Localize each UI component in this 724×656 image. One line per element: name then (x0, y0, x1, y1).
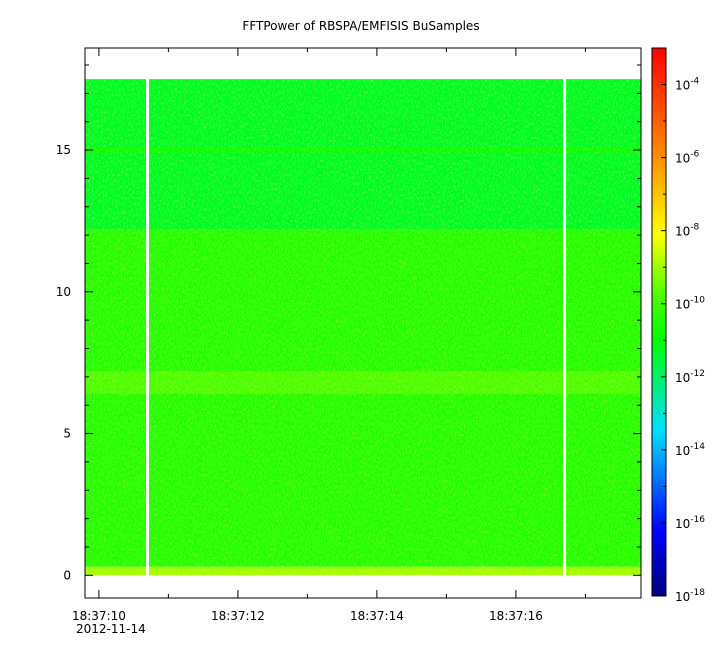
y-tick-label: 15 (56, 143, 71, 157)
colorbar-tick-label: 10-8 (675, 223, 700, 239)
colorbar-ticks: 10-4 10-6 10-8 10-10 10-12 10-14 10-16 10-18 (661, 47, 705, 604)
colorbar-tick-label: 10-14 (675, 442, 705, 458)
chart-title: FFTPower of RBSPA/EMFISIS BuSamples (242, 19, 479, 33)
y-tick-label: 10 (56, 285, 71, 299)
x-tick-label: 18:37:10 (72, 609, 126, 623)
colorbar-tick-label: 10-18 (675, 588, 705, 604)
x-tick-label: 18:37:14 (350, 609, 404, 623)
colorbar-tick-label: 10-4 (675, 77, 700, 93)
data-gap (563, 48, 567, 598)
spectrogram-noise (85, 79, 641, 576)
colorbar-tick-label: 10-6 (675, 150, 700, 166)
x-tick-label: 18:37:12 (211, 609, 265, 623)
colorbar-tick-label: 10-12 (675, 369, 705, 385)
colorbar-tick-label: 10-16 (675, 515, 705, 531)
y-tick-label: 5 (63, 427, 71, 441)
x-axis-date-label: 2012-11-14 (76, 622, 146, 636)
colorbar: 10-4 10-6 10-8 10-10 10-12 10-14 10-16 10-18 (651, 47, 705, 604)
y-axis: 0 5 10 15 (56, 64, 641, 582)
data-gap (146, 48, 150, 598)
plot-area (85, 48, 641, 598)
y-tick-label: 0 (63, 568, 71, 582)
x-axis: 18:37:10 18:37:12 18:37:14 18:37:16 (72, 48, 586, 623)
colorbar-tick-label: 10-10 (675, 296, 705, 312)
colorbar-gradient (651, 47, 667, 597)
plot-frame (84, 47, 642, 599)
data-gaps (146, 48, 567, 598)
x-tick-label: 18:37:16 (489, 609, 543, 623)
